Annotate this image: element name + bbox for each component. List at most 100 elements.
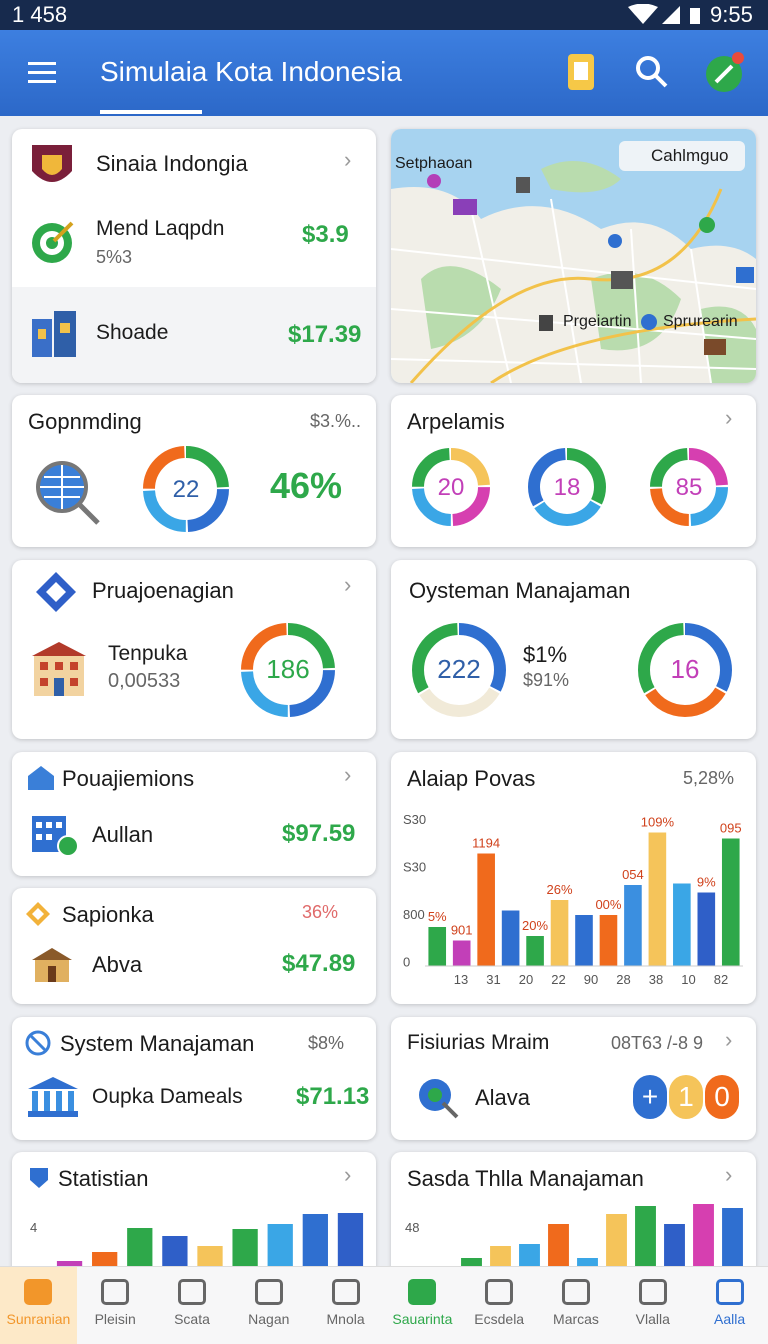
nav-icon (715, 1279, 744, 1305)
search-button[interactable] (634, 54, 670, 90)
row-sub: 0,00533 (108, 670, 181, 692)
nav-icon (177, 1279, 206, 1305)
bar-label: 20% (522, 918, 548, 933)
map-badge[interactable]: Cahlmguo (619, 141, 745, 171)
row-value: $3.9 (302, 221, 349, 248)
globe-icon (36, 461, 100, 525)
app-title: Simulaia Kota Indonesia (100, 56, 402, 87)
ring-label: 16 (671, 654, 700, 684)
y-label: 800 (403, 907, 425, 922)
nav-item[interactable]: Mnola (307, 1267, 384, 1344)
bar (548, 1224, 569, 1266)
ring-label: 85 (676, 474, 703, 501)
ring-segment (638, 623, 732, 717)
card-title: Pouajiemions (62, 766, 195, 791)
ring-segment (528, 448, 606, 526)
nav-label: Scata (174, 1311, 210, 1327)
badge[interactable]: 0 (705, 1075, 739, 1119)
ring-segment (650, 448, 728, 526)
card-title: Gopnmding (28, 409, 142, 434)
bar-chart: 48 (405, 1204, 743, 1266)
nav-item[interactable]: Marcas (538, 1267, 615, 1344)
ring-chart: 18 (528, 448, 606, 526)
map-place: Setphaoan (395, 155, 473, 172)
ring-segment (528, 448, 606, 526)
row-value: $71.13 (296, 1083, 370, 1110)
nav-item[interactable]: Scata (154, 1267, 231, 1344)
pin-icon (30, 1168, 48, 1188)
pru-card[interactable]: Pruajoenagian › Tenpuka 0,00533 186 (12, 560, 376, 739)
map-place: Sprurearin (663, 313, 738, 330)
app-bar: Simulaia Kota Indonesia (0, 30, 768, 116)
card-meta: 5,28% (683, 768, 735, 788)
nav-label: Nagan (248, 1311, 290, 1327)
arp-card[interactable]: Arpelamis › 20 18 85 (391, 395, 756, 547)
row-value: $47.89 (282, 950, 356, 977)
bar-label: 9% (697, 875, 716, 890)
nav-item[interactable]: Nagan (230, 1267, 307, 1344)
bar (664, 1224, 685, 1266)
bar (302, 1214, 328, 1266)
bar (197, 1246, 223, 1266)
menu-button[interactable] (28, 60, 56, 84)
bar (428, 927, 447, 966)
bar (92, 1252, 118, 1266)
alaiap-card[interactable]: Alaiap Povas 5,28% 5% 901 1194 20% 26% 00% 054… (391, 752, 756, 1004)
row-label: Tenpuka (108, 642, 188, 665)
badge[interactable]: 1 (669, 1075, 703, 1119)
status-bar: 1 458 9:55 (0, 0, 768, 30)
chevron: › (725, 1027, 733, 1052)
nav-icon (408, 1279, 437, 1305)
nav-item[interactable]: Ecsdela (461, 1267, 538, 1344)
nav-item[interactable]: Sunranian (0, 1267, 77, 1344)
nav-label: Pleisin (94, 1311, 136, 1327)
card-meta: 08T63 /-8 9 (611, 1033, 704, 1053)
bar (697, 892, 716, 966)
bar (519, 1244, 540, 1266)
ring-segment (528, 448, 606, 526)
home-icon (28, 766, 54, 790)
bar (721, 838, 740, 966)
status-icons (628, 4, 700, 24)
oys-card[interactable]: Oysteman Manajaman 222 $1% $91% 16 (391, 560, 756, 739)
row-label: $1% (523, 642, 568, 667)
doc-button[interactable] (566, 52, 596, 92)
badge[interactable]: + (633, 1075, 667, 1119)
city-card[interactable]: Sinaia Indongia › Mend Laqpdn 5%3 $3.9 S… (12, 129, 376, 383)
y-label: S30 (403, 812, 426, 827)
nav-label: Mnola (326, 1311, 365, 1327)
nav-icon (561, 1279, 590, 1305)
pou-card[interactable]: Pouajiemions › Aullan $97.59 (12, 752, 376, 876)
bar (648, 832, 667, 966)
bar-label: 901 (451, 923, 473, 938)
compass-button[interactable] (702, 50, 748, 94)
sap-card[interactable]: Sapionka 36% Abva $47.89 (12, 888, 376, 1004)
ring-label: 18 (554, 474, 581, 501)
card-title: Sasda Thlla Manajaman (407, 1166, 644, 1191)
nav-item[interactable]: Pleisin (77, 1267, 154, 1344)
nav-item[interactable]: Vlalla (614, 1267, 691, 1344)
nav-label: Aalla (714, 1311, 746, 1327)
bank-icon (28, 1077, 78, 1117)
bar (461, 1258, 482, 1266)
map-card[interactable]: Cahlmguo Setphaoan Prgeiartin Sprurearin (391, 129, 756, 383)
bar (575, 915, 593, 966)
nav-item[interactable]: Aalla (691, 1267, 768, 1344)
x-label: 28 (616, 972, 630, 987)
fis-card[interactable]: Fisiurias Mraim 08T63 /-8 9 › Alava + 1 … (391, 1017, 756, 1140)
row-label: Shoade (96, 321, 169, 344)
school-icon (32, 642, 86, 696)
gop-card[interactable]: Gopnmding $3.%.. 22 46% (12, 395, 376, 547)
card-title: Statistian (58, 1166, 149, 1191)
row-label: Oupka Dameals (92, 1085, 243, 1108)
nav-item[interactable]: Sauarinta (384, 1267, 461, 1344)
ring-segment (638, 623, 732, 717)
card-title: Sapionka (62, 902, 154, 927)
nav-icon (24, 1279, 53, 1305)
sys-card[interactable]: System Manajaman $8% Oupka Dameals $71.1… (12, 1017, 376, 1140)
bar (477, 853, 495, 966)
x-label: 20 (519, 972, 533, 987)
temple-icon (32, 948, 72, 982)
ring-label: 22 (173, 476, 200, 503)
